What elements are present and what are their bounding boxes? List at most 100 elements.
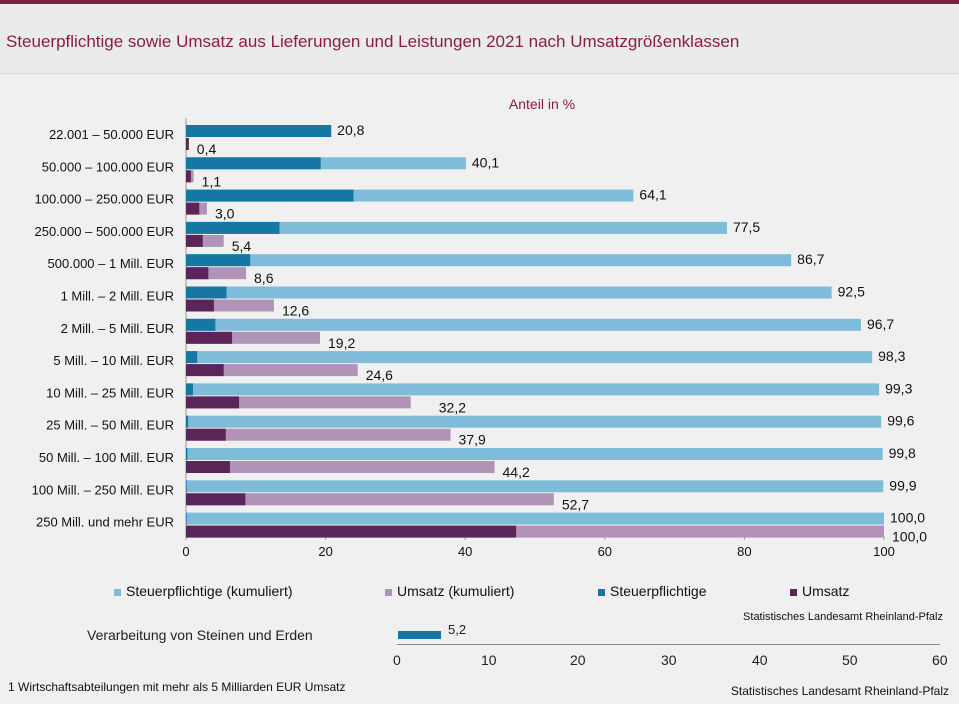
bar-steuerpflichtige bbox=[186, 189, 354, 202]
legend-swatch-umsatz-kumuliert bbox=[385, 588, 392, 596]
bar-umsatz-kumuliert bbox=[186, 493, 554, 506]
background-tick-label: 0 bbox=[393, 652, 401, 668]
value-label-steuerpflichtige-kumuliert: 92,5 bbox=[838, 284, 865, 300]
category-label: 100 Mill. – 250 Mill. EUR bbox=[32, 482, 174, 497]
bar-steuerpflichtige bbox=[186, 125, 332, 137]
bar-steuerpflichtige-kumuliert bbox=[186, 383, 880, 396]
bar-umsatz-kumuliert bbox=[186, 428, 451, 441]
value-label-umsatz-kumuliert: 3,0 bbox=[215, 206, 235, 222]
bar-umsatz-kumuliert bbox=[186, 461, 495, 473]
background-value-label: 5,2 bbox=[448, 622, 467, 637]
category-label: 250 Mill. und mehr EUR bbox=[36, 515, 174, 530]
value-label-steuerpflichtige-kumuliert: 99,6 bbox=[887, 413, 914, 429]
legend-label-umsatz: Umsatz bbox=[802, 583, 850, 599]
background-tick-label: 50 bbox=[842, 652, 858, 668]
legend-item-umsatz: Umsatz bbox=[790, 583, 849, 599]
bar-steuerpflichtige-kumuliert bbox=[186, 254, 792, 267]
value-label-umsatz-kumuliert: 44,2 bbox=[503, 464, 530, 480]
bar-umsatz bbox=[186, 170, 191, 183]
value-label-umsatz-kumuliert: 24,6 bbox=[366, 367, 393, 383]
x-tick-label: 0 bbox=[182, 544, 189, 559]
chart-source: Statistisches Landesamt Rheinland-Pfalz bbox=[743, 611, 943, 623]
value-label-umsatz-kumuliert: 19,2 bbox=[328, 335, 355, 351]
legend-swatch-steuerpflichtige bbox=[598, 588, 605, 596]
bar-umsatz-kumuliert bbox=[186, 396, 411, 409]
top-accent-bar bbox=[0, 0, 959, 4]
bar-steuerpflichtige bbox=[186, 415, 189, 428]
value-label-steuerpflichtige-kumuliert: 96,7 bbox=[867, 316, 894, 332]
value-label-umsatz-kumuliert: 12,6 bbox=[282, 303, 309, 319]
bar-umsatz bbox=[186, 364, 224, 377]
bar-umsatz bbox=[186, 428, 226, 441]
bar-steuerpflichtige bbox=[186, 318, 216, 331]
background-source: Statistisches Landesamt Rheinland-Pfalz bbox=[730, 684, 949, 698]
bar-steuerpflichtige bbox=[186, 286, 227, 299]
value-label-umsatz-kumuliert: 100,0 bbox=[892, 529, 927, 545]
bar-steuerpflichtige-kumuliert bbox=[186, 448, 883, 460]
value-label-umsatz-kumuliert: 1,1 bbox=[202, 173, 222, 189]
value-label-steuerpflichtige-kumuliert: 86,7 bbox=[797, 251, 824, 267]
value-label-steuerpflichtige-kumuliert: 99,3 bbox=[885, 380, 912, 396]
x-tick-label: 80 bbox=[737, 544, 751, 559]
bar-steuerpflichtige-kumuliert bbox=[186, 415, 882, 428]
legend-swatch-umsatz bbox=[790, 588, 797, 596]
background-tick-label: 60 bbox=[932, 652, 948, 668]
legend-item-umsatz-kumuliert: Umsatz (kumuliert) bbox=[385, 583, 514, 599]
chart-subtitle: Anteil in % bbox=[508, 96, 576, 112]
category-label: 100.000 – 250.000 EUR bbox=[35, 192, 175, 207]
category-label: 1 Mill. – 2 Mill. EUR bbox=[61, 289, 174, 304]
legend-item-steuerpflichtige: Steuerpflichtige bbox=[598, 583, 707, 599]
category-label: 50.000 – 100.000 EUR bbox=[42, 159, 174, 174]
background-bar bbox=[398, 631, 441, 639]
value-label-umsatz-kumuliert: 37,9 bbox=[459, 432, 486, 448]
value-label-steuerpflichtige-kumuliert: 99,8 bbox=[889, 445, 916, 461]
x-tick-label: 20 bbox=[318, 544, 332, 559]
bar-steuerpflichtige-kumuliert bbox=[186, 351, 873, 364]
bar-steuerpflichtige-kumuliert bbox=[186, 512, 884, 525]
bar-steuerpflichtige-kumuliert bbox=[186, 318, 861, 331]
category-label: 5 Mill. – 10 Mill. EUR bbox=[53, 353, 174, 368]
bar-umsatz bbox=[186, 138, 189, 150]
value-label-umsatz-kumuliert: 8,6 bbox=[254, 270, 274, 286]
x-tick-label: 40 bbox=[458, 544, 472, 559]
category-label: 50 Mill. – 100 Mill. EUR bbox=[39, 450, 174, 465]
value-label-steuerpflichtige-kumuliert: 98,3 bbox=[878, 348, 905, 364]
background-x-axis bbox=[397, 644, 940, 645]
background-tick-label: 10 bbox=[481, 652, 497, 668]
category-label: 500.000 – 1 Mill. EUR bbox=[48, 256, 174, 271]
value-label-steuerpflichtige-kumuliert: 99,9 bbox=[889, 477, 916, 493]
bar-steuerpflichtige bbox=[186, 351, 198, 364]
background-tick-label: 30 bbox=[661, 652, 677, 668]
bar-umsatz bbox=[186, 267, 209, 280]
bar-steuerpflichtige-kumuliert bbox=[186, 286, 832, 299]
value-label-umsatz-kumuliert: 5,4 bbox=[232, 238, 252, 254]
chart-panel: Anteil in % 0 20 40 60 80 100 22.001 – 50.000 … bbox=[0, 80, 959, 628]
background-tick-label: 40 bbox=[752, 652, 768, 668]
chart-title: Steuerpflichtige sowie Umsatz aus Liefer… bbox=[0, 4, 959, 74]
value-label-umsatz-kumuliert: 0,4 bbox=[197, 141, 217, 157]
bar-steuerpflichtige-kumuliert bbox=[186, 221, 727, 234]
value-label-steuerpflichtige-kumuliert: 100,0 bbox=[890, 510, 925, 526]
value-label-steuerpflichtige-kumuliert: 64,1 bbox=[639, 187, 666, 203]
value-label-steuerpflichtige-kumuliert: 40,1 bbox=[472, 154, 499, 170]
bar-steuerpflichtige bbox=[186, 383, 193, 396]
x-tick-label: 60 bbox=[598, 544, 612, 559]
category-label: 250.000 – 500.000 EUR bbox=[35, 224, 175, 239]
legend-label-steuerpflichtige: Steuerpflichtige bbox=[610, 583, 707, 599]
bar-steuerpflichtige bbox=[186, 221, 280, 234]
category-label: 2 Mill. – 5 Mill. EUR bbox=[61, 321, 174, 336]
bar-chart: 0 20 40 60 80 100 22.001 – 50.000 EUR 20,8 0,4 50… bbox=[32, 118, 927, 559]
legend-label-steuerpflichtige-kumuliert: Steuerpflichtige (kumuliert) bbox=[126, 583, 293, 599]
category-label: 10 Mill. – 25 Mill. EUR bbox=[46, 385, 174, 400]
category-label: 22.001 – 50.000 EUR bbox=[49, 127, 174, 142]
bar-steuerpflichtige bbox=[186, 480, 187, 493]
bar-umsatz bbox=[186, 331, 233, 344]
bar-steuerpflichtige bbox=[186, 512, 187, 525]
bar-steuerpflichtige bbox=[186, 157, 321, 170]
bar-umsatz bbox=[186, 493, 246, 506]
bar-steuerpflichtige-kumuliert bbox=[186, 480, 884, 493]
bar-umsatz bbox=[186, 299, 214, 312]
bar-umsatz-kumuliert bbox=[186, 364, 358, 377]
bar-umsatz bbox=[186, 202, 200, 215]
bar-umsatz bbox=[186, 234, 203, 247]
